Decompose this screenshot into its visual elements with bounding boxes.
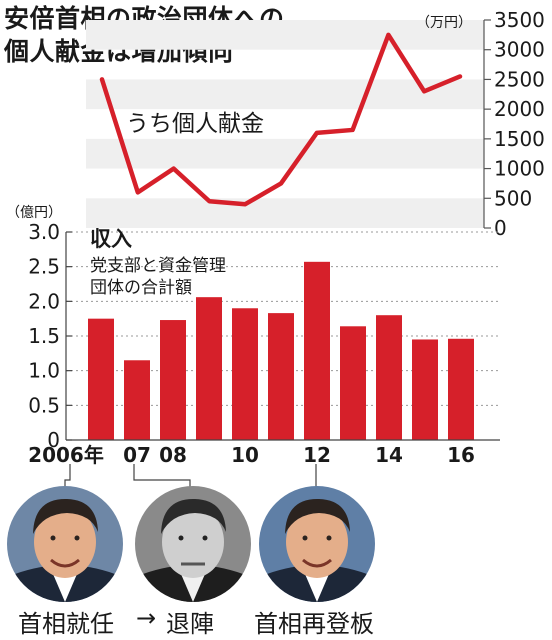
bar-x-label: 16 <box>447 443 475 467</box>
bar-y-tick: 3.0 <box>28 220 60 244</box>
bar-series <box>88 261 474 440</box>
bar-unit-label: （億円） <box>6 205 62 221</box>
bar-x-label: 14 <box>375 443 403 467</box>
bar-y-ticks: 3.0 2.5 2.0 1.5 1.0 0.5 0 <box>28 220 72 452</box>
line-point <box>315 131 319 135</box>
line-y-tick: 1500 <box>494 127 545 151</box>
line-chart: 3500 3000 2500 2000 1500 1000 500 0 （万円） うち個人献金 <box>86 8 545 240</box>
bar-y-tick: 0.5 <box>28 393 60 417</box>
line-point <box>458 74 462 78</box>
line-chart-band <box>86 20 484 50</box>
line-chart-ticks: 3500 3000 2500 2000 1500 1000 500 0 <box>484 8 545 240</box>
bar-x-label: 07 <box>123 443 151 467</box>
bar-2014 <box>376 315 402 440</box>
line-y-tick: 2000 <box>494 97 545 121</box>
line-point <box>100 77 104 81</box>
line-point <box>207 199 211 203</box>
bar-x-label: 08 <box>159 443 187 467</box>
bar-2006 <box>88 318 114 440</box>
bar-x-label: 12 <box>303 443 331 467</box>
bar-y-tick: 2.0 <box>28 289 60 313</box>
bar-2010 <box>232 308 258 440</box>
bar-2013 <box>340 326 366 440</box>
line-y-tick: 2500 <box>494 67 545 91</box>
abe-portrait-2007 <box>135 486 251 602</box>
bar-x-label: 2006年 <box>28 443 104 467</box>
annotation-returned: 首相再登板 <box>254 610 374 638</box>
line-points <box>100 33 462 206</box>
bar-2015 <box>412 339 438 440</box>
bar-2009 <box>196 297 222 440</box>
abe-portrait-2006 <box>7 486 123 602</box>
bar-y-tick: 2.5 <box>28 255 60 279</box>
bar-y-tick: 1.5 <box>28 324 60 348</box>
bar-2007 <box>124 360 150 440</box>
line-point <box>386 33 390 37</box>
line-chart-band <box>86 138 484 169</box>
bar-x-label: 10 <box>231 443 259 467</box>
bar-2012 <box>304 261 330 440</box>
line-point <box>243 202 247 206</box>
bar-subtitle-line-1: 党支部と資金管理 <box>90 256 226 276</box>
bar-x-labels: 2006年 07 08 10 12 14 16 <box>28 443 475 467</box>
bar-y-tick: 1.0 <box>28 359 60 383</box>
abe-portrait-2012 <box>259 486 375 602</box>
line-point <box>422 89 426 93</box>
line-point <box>351 128 355 132</box>
line-point <box>172 167 176 171</box>
line-unit-label: （万円） <box>416 15 472 31</box>
bar-2011 <box>268 313 294 440</box>
line-y-tick: 3500 <box>494 8 545 32</box>
bar-2008 <box>160 320 186 440</box>
annotation-arrow: → <box>136 604 157 632</box>
line-point <box>279 181 283 185</box>
line-y-tick: 500 <box>494 186 532 210</box>
line-y-tick: 0 <box>494 216 507 240</box>
bar-2016 <box>448 338 474 440</box>
annotation-resigned: 退陣 <box>166 610 214 638</box>
annotation-took-office: 首相就任 <box>18 610 114 638</box>
line-point <box>136 190 140 194</box>
line-y-tick: 1000 <box>494 157 545 181</box>
bar-chart-title: 収入 <box>90 227 132 251</box>
bar-y-tick: 0 <box>47 428 60 452</box>
line-y-tick: 3000 <box>494 38 545 62</box>
line-chart-band <box>86 198 484 228</box>
line-series-label: うち個人献金 <box>126 111 264 137</box>
bar-subtitle-line-2: 団体の合計額 <box>90 278 192 298</box>
